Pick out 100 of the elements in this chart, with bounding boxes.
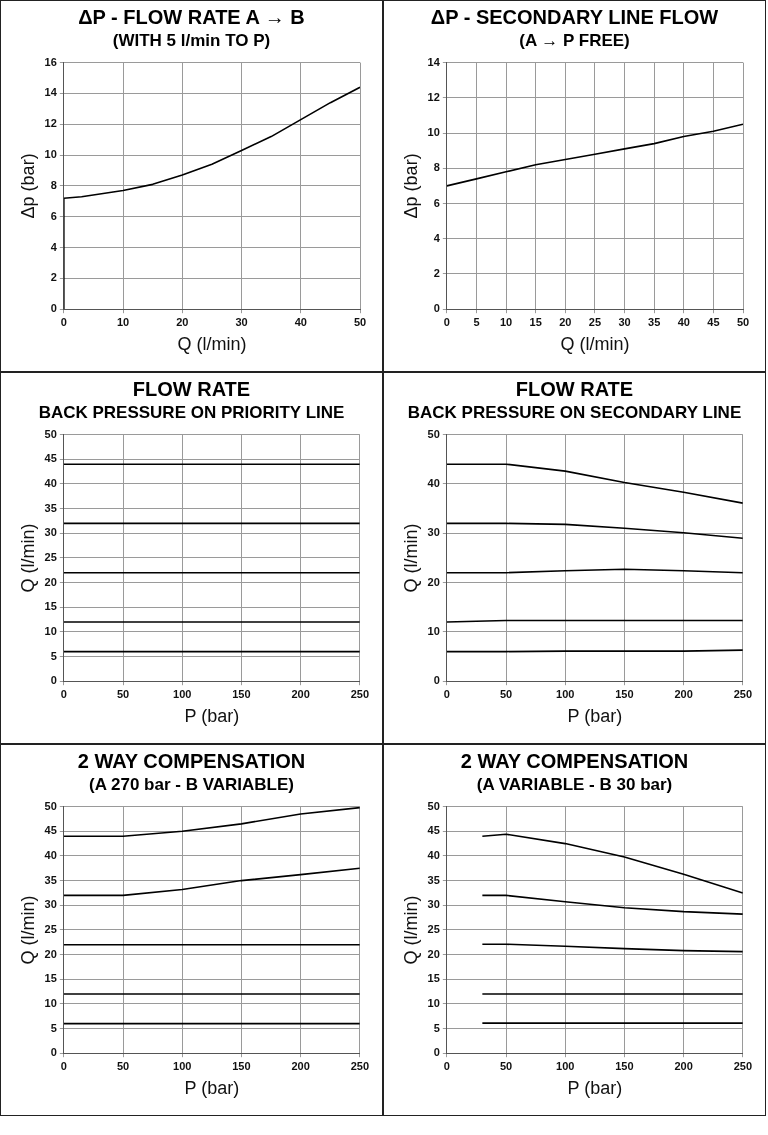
x-tick-label: 30 [234, 315, 248, 328]
y-tick-label: 14 [427, 55, 441, 68]
y-tick-label: 45 [44, 824, 57, 837]
y-tick-label: 50 [44, 427, 57, 440]
x-tick-label: 200 [673, 687, 693, 700]
y-tick-label: 30 [427, 898, 440, 911]
x-tick-label: 150 [231, 687, 251, 700]
y-tick-label: 4 [50, 240, 58, 253]
chart-subtitle: BACK PRESSURE ON SECONDARY LINE [407, 402, 742, 424]
chart-title: ΔP - SECONDARY LINE FLOW [430, 5, 719, 29]
y-tick-label: 45 [44, 452, 57, 465]
chart-subtitle: BACK PRESSURE ON PRIORITY LINE [38, 402, 345, 424]
y-tick-label: 15 [427, 972, 440, 985]
y-tick-label: 2 [433, 267, 440, 279]
y-tick-label: 30 [427, 526, 440, 539]
x-tick-label: 100 [172, 687, 191, 700]
x-tick-label: 150 [614, 1059, 634, 1072]
x-tick-label: 100 [172, 1059, 191, 1072]
y-tick-label: 40 [44, 848, 57, 861]
y-axis-title: Q (l/min) [17, 523, 38, 593]
y-axis-title: Δp (bar) [17, 153, 38, 219]
y-tick-label: 14 [44, 86, 58, 99]
y-tick-label: 12 [427, 90, 440, 103]
x-tick-label: 200 [290, 1059, 310, 1072]
y-tick-label: 0 [50, 302, 57, 315]
x-tick-label: 200 [673, 1059, 693, 1072]
x-tick-label: 25 [588, 315, 601, 328]
y-axis-title: Q (l/min) [17, 895, 38, 965]
y-tick-label: 20 [44, 947, 57, 960]
x-axis-title: P (bar) [566, 1078, 622, 1099]
y-tick-label: 5 [433, 1021, 440, 1034]
chart-title: 2 WAY COMPENSATION [77, 749, 306, 773]
x-tick-label: 250 [733, 687, 752, 700]
x-tick-label: 250 [350, 1059, 369, 1072]
y-tick-label: 2 [50, 271, 57, 284]
y-tick-label: 15 [44, 972, 57, 985]
x-tick-label: 0 [60, 315, 67, 328]
y-tick-label: 12 [44, 117, 57, 130]
y-tick-label: 20 [44, 575, 57, 588]
y-tick-label: 6 [50, 209, 57, 222]
x-tick-label: 0 [60, 687, 67, 700]
x-tick-label: 50 [499, 1059, 512, 1072]
x-tick-label: 50 [353, 315, 366, 328]
y-tick-label: 0 [433, 674, 440, 687]
y-tick-label: 5 [50, 1021, 57, 1034]
chart-subtitle: (WITH 5 l/min TO P) [112, 30, 271, 52]
x-tick-label: 30 [617, 315, 631, 328]
x-tick-label: 45 [706, 315, 720, 328]
chart-subtitle: (A → P FREE) [519, 30, 630, 52]
y-tick-label: 25 [44, 922, 57, 935]
y-tick-label: 40 [427, 476, 440, 489]
y-tick-label: 45 [427, 824, 440, 837]
x-tick-label: 0 [443, 315, 450, 328]
y-tick-label: 10 [44, 624, 57, 637]
chart-title: FLOW RATE [132, 377, 251, 401]
x-tick-label: 0 [443, 687, 450, 700]
chart-title: FLOW RATE [515, 377, 634, 401]
y-tick-label: 10 [427, 996, 440, 1009]
chart-title: ΔP - FLOW RATE A → B [78, 5, 305, 29]
y-tick-label: 50 [427, 799, 440, 812]
x-tick-label: 20 [558, 315, 571, 328]
y-tick-label: 15 [44, 600, 57, 613]
x-tick-label: 50 [116, 687, 129, 700]
x-tick-label: 50 [499, 687, 512, 700]
y-tick-label: 20 [427, 575, 440, 588]
y-tick-label: 8 [433, 161, 440, 174]
x-axis-title: Q (l/min) [176, 334, 246, 355]
x-tick-label: 150 [231, 1059, 251, 1072]
y-tick-label: 4 [433, 231, 441, 244]
y-tick-label: 50 [427, 427, 440, 440]
x-tick-label: 150 [614, 687, 634, 700]
y-tick-label: 30 [44, 526, 57, 539]
y-tick-label: 0 [433, 1046, 440, 1059]
y-tick-label: 30 [44, 898, 57, 911]
y-tick-label: 8 [50, 178, 57, 191]
y-tick-label: 35 [44, 873, 57, 886]
y-tick-label: 0 [50, 1046, 57, 1059]
y-tick-label: 20 [427, 947, 440, 960]
chart-subtitle: (A 270 bar - B VARIABLE) [89, 774, 294, 796]
x-tick-label: 250 [733, 1059, 752, 1072]
y-tick-label: 10 [44, 148, 57, 161]
y-tick-label: 0 [433, 302, 440, 315]
x-tick-label: 20 [175, 315, 188, 328]
x-axis-title: Q (l/min) [559, 334, 629, 355]
x-tick-label: 200 [290, 687, 310, 700]
y-tick-label: 25 [427, 922, 440, 935]
x-tick-label: 15 [529, 315, 542, 328]
x-tick-label: 0 [60, 1059, 67, 1072]
x-axis-title: P (bar) [183, 706, 239, 727]
y-tick-label: 10 [427, 624, 440, 637]
x-tick-label: 40 [677, 315, 690, 328]
x-tick-label: 0 [443, 1059, 450, 1072]
x-tick-label: 40 [294, 315, 307, 328]
y-axis-title: Δp (bar) [400, 153, 421, 219]
chart-subtitle: (A VARIABLE - B 30 bar) [476, 774, 673, 796]
y-tick-label: 0 [50, 674, 57, 687]
y-tick-label: 10 [427, 126, 440, 139]
y-tick-label: 5 [50, 649, 57, 662]
y-tick-label: 40 [44, 476, 57, 489]
chart-title: 2 WAY COMPENSATION [460, 749, 689, 773]
